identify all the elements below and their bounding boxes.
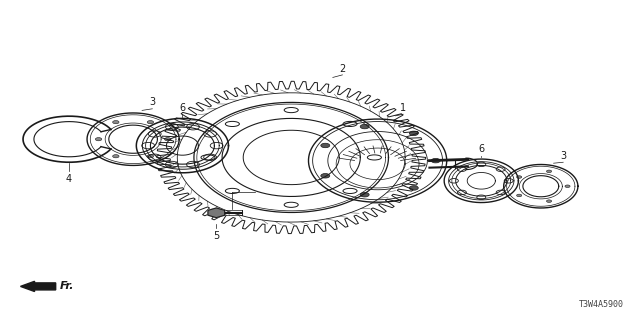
Text: 2: 2	[339, 64, 346, 74]
Circle shape	[410, 131, 419, 136]
Circle shape	[516, 176, 522, 178]
Circle shape	[516, 194, 522, 197]
Text: 3: 3	[560, 151, 566, 161]
Circle shape	[113, 121, 119, 124]
Text: 6: 6	[179, 103, 186, 113]
Polygon shape	[208, 208, 225, 218]
Text: 1: 1	[400, 103, 406, 113]
Circle shape	[321, 143, 330, 148]
Circle shape	[147, 155, 154, 158]
Circle shape	[321, 173, 330, 178]
Circle shape	[410, 186, 419, 190]
Circle shape	[360, 192, 369, 197]
Circle shape	[147, 121, 154, 124]
FancyArrow shape	[20, 281, 56, 292]
Circle shape	[547, 200, 552, 203]
Circle shape	[547, 170, 552, 172]
Text: 5: 5	[213, 231, 220, 241]
Circle shape	[431, 158, 440, 163]
Text: Fr.: Fr.	[60, 281, 75, 292]
Circle shape	[360, 124, 369, 129]
Text: T3W4A5900: T3W4A5900	[579, 300, 624, 309]
Circle shape	[113, 155, 119, 158]
Text: 6: 6	[478, 144, 484, 154]
Circle shape	[565, 185, 570, 188]
Text: 3: 3	[149, 97, 156, 107]
Text: 4: 4	[66, 174, 72, 184]
Circle shape	[95, 138, 102, 141]
Circle shape	[164, 138, 171, 141]
